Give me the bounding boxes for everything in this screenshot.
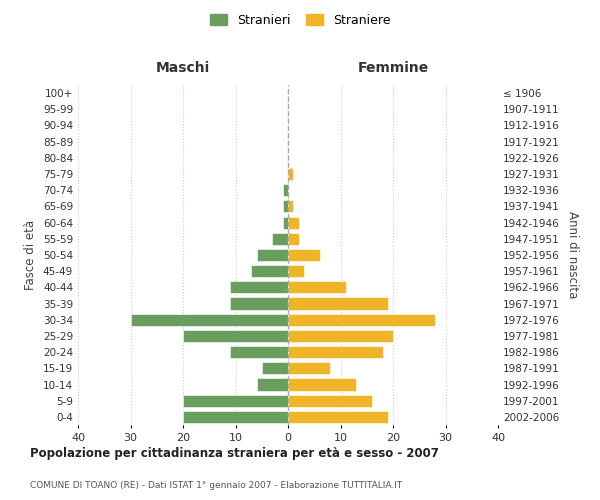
Bar [283, 200, 288, 212]
Text: COMUNE DI TOANO (RE) - Dati ISTAT 1° gennaio 2007 - Elaborazione TUTTITALIA.IT: COMUNE DI TOANO (RE) - Dati ISTAT 1° gen… [30, 480, 402, 490]
Bar [288, 330, 393, 342]
Bar [183, 330, 288, 342]
Bar [230, 298, 288, 310]
Bar [183, 411, 288, 423]
Bar [288, 362, 330, 374]
Bar [288, 298, 388, 310]
Text: Femmine: Femmine [358, 62, 428, 76]
Text: Popolazione per cittadinanza straniera per età e sesso - 2007: Popolazione per cittadinanza straniera p… [30, 448, 439, 460]
Bar [283, 216, 288, 228]
Bar [183, 394, 288, 407]
Bar [288, 411, 388, 423]
Y-axis label: Anni di nascita: Anni di nascita [566, 212, 579, 298]
Bar [288, 282, 346, 294]
Bar [288, 168, 293, 180]
Bar [288, 346, 383, 358]
Bar [288, 378, 356, 390]
Y-axis label: Fasce di età: Fasce di età [25, 220, 37, 290]
Bar [251, 265, 288, 278]
Legend: Stranieri, Straniere: Stranieri, Straniere [207, 11, 393, 29]
Bar [262, 362, 288, 374]
Bar [288, 200, 293, 212]
Bar [288, 394, 372, 407]
Bar [257, 378, 288, 390]
Bar [288, 232, 299, 245]
Bar [257, 249, 288, 261]
Bar [230, 346, 288, 358]
Bar [288, 314, 435, 326]
Text: Maschi: Maschi [156, 62, 210, 76]
Bar [288, 265, 304, 278]
Bar [288, 216, 299, 228]
Bar [272, 232, 288, 245]
Bar [288, 249, 320, 261]
Bar [230, 282, 288, 294]
Bar [130, 314, 288, 326]
Bar [283, 184, 288, 196]
